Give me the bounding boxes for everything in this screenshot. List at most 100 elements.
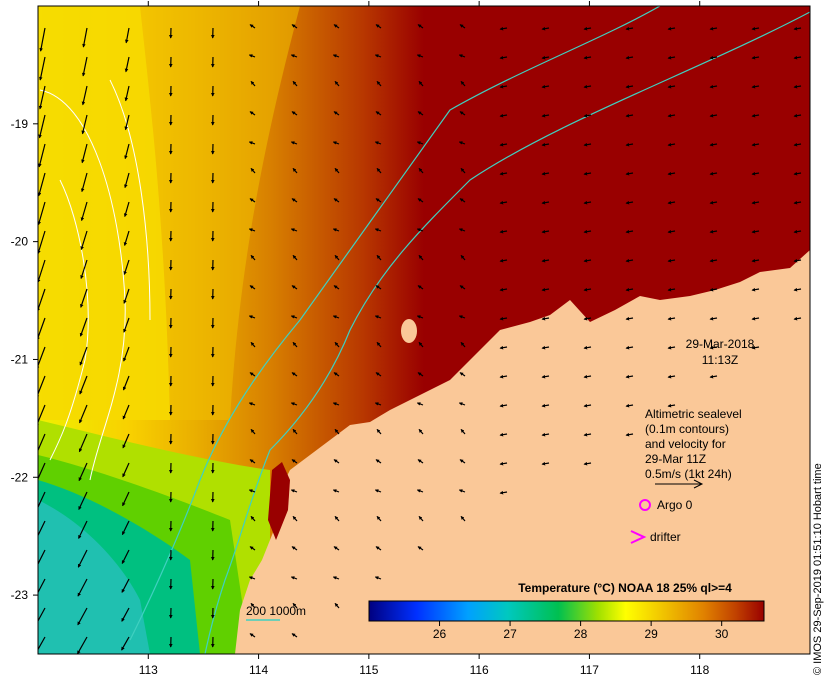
velocity-arrow xyxy=(541,345,550,350)
velocity-arrow xyxy=(332,228,340,232)
x-tick-label: 118 xyxy=(690,663,709,677)
velocity-arrow xyxy=(333,24,340,29)
velocity-arrow xyxy=(38,607,46,623)
velocity-arrow xyxy=(38,85,46,110)
velocity-arrow xyxy=(583,403,592,408)
velocity-arrow xyxy=(249,285,256,290)
velocity-arrow xyxy=(709,258,718,263)
velocity-arrow xyxy=(290,54,298,58)
velocity-arrow xyxy=(667,374,676,379)
velocity-arrow xyxy=(459,459,466,464)
velocity-arrow xyxy=(333,198,340,203)
velocity-arrow xyxy=(460,80,466,87)
velocity-arrow xyxy=(78,520,88,539)
velocity-arrow xyxy=(376,515,382,522)
velocity-arrow xyxy=(709,200,718,205)
velocity-arrow xyxy=(81,143,88,164)
velocity-arrow xyxy=(499,200,508,205)
velocity-arrow xyxy=(460,341,466,348)
velocity-arrow xyxy=(80,259,88,279)
velocity-arrow xyxy=(375,24,382,29)
velocity-arrow xyxy=(249,633,256,638)
velocity-arrow xyxy=(667,200,676,205)
velocity-arrow xyxy=(81,56,88,77)
velocity-arrow xyxy=(416,489,424,493)
colorbar-tick-label: 30 xyxy=(715,627,729,641)
timestamp-time: 11:13Z xyxy=(702,353,738,367)
velocity-arrow xyxy=(625,84,634,89)
x-tick-label: 117 xyxy=(580,663,599,677)
velocity-arrow xyxy=(291,111,298,116)
velocity-arrow xyxy=(583,229,592,234)
velocity-arrow xyxy=(291,372,298,377)
velocity-arrow xyxy=(123,317,130,333)
velocity-arrow xyxy=(417,546,424,551)
velocity-arrow xyxy=(248,315,256,319)
velocity-arrow xyxy=(459,24,466,29)
velocity-arrow xyxy=(78,462,88,482)
velocity-arrow xyxy=(583,26,592,31)
velocity-arrow xyxy=(38,143,46,168)
velocity-arrow xyxy=(541,403,550,408)
velocity-arrow xyxy=(334,515,340,522)
velocity-arrow xyxy=(793,142,802,147)
velocity-arrow xyxy=(80,288,88,308)
velocity-arrow xyxy=(333,546,340,551)
velocity-arrow xyxy=(459,111,466,116)
velocity-arrow xyxy=(332,54,340,58)
velocity-arrow xyxy=(77,578,88,597)
velocity-arrow xyxy=(793,113,802,118)
velocity-arrow xyxy=(667,26,676,31)
velocity-arrow xyxy=(667,142,676,147)
velocity-arrow xyxy=(334,167,340,174)
velocity-arrow xyxy=(751,229,760,234)
velocity-arrow xyxy=(80,230,88,251)
velocity-arrow xyxy=(250,80,256,87)
velocity-arrow xyxy=(709,374,718,379)
velocity-arrow xyxy=(81,85,88,106)
velocity-arrow xyxy=(625,113,634,118)
velocity-arrow xyxy=(290,489,298,493)
isobath-1000m xyxy=(204,11,810,654)
velocity-arrow xyxy=(290,315,298,319)
velocity-arrow xyxy=(376,254,382,261)
velocity-arrow xyxy=(290,576,298,580)
velocity-arrow xyxy=(709,26,718,31)
velocity-arrow xyxy=(291,459,298,464)
velocity-arrow xyxy=(292,428,298,435)
note-line: 29-Mar 11Z xyxy=(645,452,706,466)
velocity-arrow xyxy=(334,428,340,435)
isobath-200m xyxy=(129,6,661,641)
velocity-arrow xyxy=(458,228,466,232)
latitude-axis: -19 -20 -21 -22 -23 xyxy=(11,117,38,602)
argo-marker-icon xyxy=(639,499,651,511)
velocity-arrow xyxy=(290,141,298,145)
velocity-arrow xyxy=(333,111,340,116)
velocity-arrow xyxy=(38,433,46,457)
velocity-arrow xyxy=(291,633,298,638)
velocity-arrow xyxy=(121,549,130,565)
velocity-arrow xyxy=(248,141,256,145)
velocity-arrow xyxy=(625,171,634,176)
velocity-arrow xyxy=(625,287,634,292)
velocity-arrow xyxy=(541,171,550,176)
velocity-arrow xyxy=(38,288,46,312)
velocity-arrow xyxy=(499,403,508,408)
velocity-arrow xyxy=(583,200,592,205)
credit-text: © IMOS 29-Sep-2019 01:51:10 Hobart time xyxy=(812,463,824,675)
velocity-arrow xyxy=(248,228,256,232)
velocity-arrow xyxy=(793,258,802,263)
velocity-arrow xyxy=(541,258,550,263)
velocity-arrow xyxy=(249,546,256,551)
velocity-arrow xyxy=(541,55,550,60)
velocity-arrow xyxy=(250,515,256,522)
velocity-arrow xyxy=(625,432,634,437)
velocity-arrow xyxy=(499,171,508,176)
velocity-arrow xyxy=(290,402,298,406)
colorbar xyxy=(368,600,765,622)
velocity-arrow xyxy=(460,254,466,261)
velocity-arrow xyxy=(291,285,298,290)
note-line: Altimetric sealevel xyxy=(645,407,742,421)
velocity-arrow xyxy=(751,171,760,176)
velocity-arrow xyxy=(79,346,88,366)
